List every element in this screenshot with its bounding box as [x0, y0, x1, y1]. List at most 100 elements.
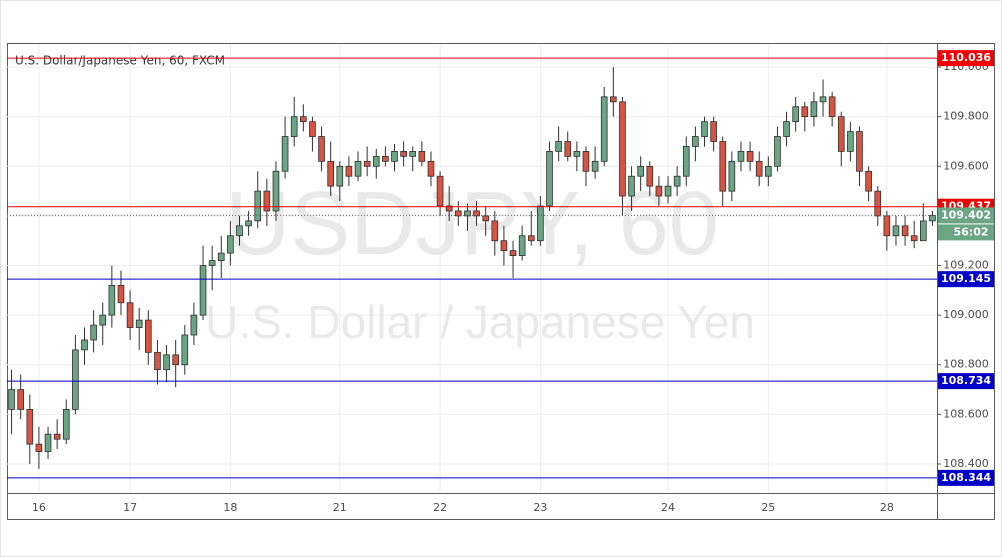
level-label: 109.145	[941, 272, 991, 285]
candle-body	[172, 354, 179, 366]
x-tick-label: 25	[761, 501, 775, 514]
current-price-label: 109.402	[941, 208, 991, 221]
candle-body	[619, 101, 626, 197]
candle-body	[901, 225, 909, 237]
candle-body	[400, 151, 407, 157]
candle-body	[53, 433, 61, 440]
level-label: 108.734	[941, 374, 991, 387]
level-label: 110.036	[941, 51, 991, 64]
candle-body	[628, 175, 635, 197]
candle-body	[181, 334, 189, 366]
candle-body	[892, 225, 900, 237]
candle-body	[345, 165, 353, 177]
candle-body	[372, 155, 380, 167]
candle-body	[920, 220, 927, 242]
candle-body	[17, 389, 24, 410]
level-label: 108.344	[941, 471, 991, 484]
candle-body	[117, 284, 125, 304]
candle-body	[865, 170, 872, 192]
candle-body	[810, 101, 818, 118]
y-tick-label: 109.000	[943, 308, 989, 321]
candle-body	[190, 314, 198, 336]
candle-body	[737, 151, 745, 162]
candle-body	[701, 121, 708, 137]
candle-body	[126, 302, 134, 328]
candle-body	[145, 319, 152, 353]
candle-body	[837, 116, 845, 152]
level-label-box	[938, 271, 994, 288]
candle-body	[227, 235, 234, 254]
candle-body	[792, 106, 799, 123]
candle-body	[391, 151, 398, 162]
candle-body	[600, 96, 608, 162]
candle-body	[436, 175, 444, 207]
x-tick-label: 28	[880, 501, 894, 514]
candle-body	[664, 185, 672, 197]
candle-body	[72, 349, 79, 410]
level-label-box	[938, 373, 994, 390]
candle-body	[847, 131, 854, 152]
candle-body	[35, 443, 43, 452]
candle-body	[26, 409, 34, 445]
candle-body	[473, 210, 480, 217]
y-tick-label: 109.600	[943, 159, 989, 172]
candle-body	[591, 160, 599, 172]
candle-body	[673, 175, 681, 187]
candle-body	[245, 220, 252, 227]
candle-body	[610, 96, 617, 103]
candle-body	[382, 155, 389, 162]
candle-body	[755, 160, 763, 177]
candle-body	[409, 151, 417, 157]
candle-body	[44, 433, 52, 452]
candle-body	[564, 141, 572, 157]
x-tick-label: 16	[32, 501, 46, 514]
countdown-box	[938, 224, 994, 241]
candle-body	[482, 215, 489, 222]
x-tick-label: 23	[533, 501, 547, 514]
candle-body	[655, 185, 663, 197]
candle-body	[327, 160, 334, 187]
level-label-box	[938, 469, 994, 486]
candle-body	[546, 151, 553, 207]
y-tick-label: 108.600	[943, 407, 989, 420]
candle-body	[309, 121, 316, 137]
watermark-name: U.S. Dollar / Japanese Yen	[205, 296, 755, 348]
candle-body	[582, 151, 590, 172]
candle-body	[491, 220, 499, 242]
candle-body	[217, 252, 225, 261]
candle-body	[464, 210, 471, 217]
candle-body	[8, 389, 15, 410]
grid	[7, 44, 937, 493]
candle-body	[199, 265, 207, 316]
candle-body	[290, 116, 298, 137]
candle-body	[746, 151, 754, 162]
countdown-label: 56:02	[953, 225, 988, 238]
candle-body	[236, 225, 243, 237]
candle-body	[509, 250, 517, 257]
candle-body	[856, 131, 863, 172]
candle-body	[445, 205, 453, 212]
candle-body	[336, 165, 344, 187]
candle-body	[418, 151, 426, 162]
candle-body	[801, 106, 809, 118]
candle-body	[719, 141, 727, 192]
candle-body	[108, 284, 116, 316]
candle-body	[828, 96, 836, 118]
candle-body	[555, 141, 562, 152]
plot	[8, 67, 936, 469]
y-tick-label: 108.800	[943, 358, 989, 371]
candle-body	[208, 260, 216, 266]
candle-body	[883, 215, 891, 237]
x-tick-label: 17	[123, 501, 137, 514]
candle-body	[363, 160, 371, 167]
x-tick-label: 22	[433, 501, 447, 514]
candle-body	[62, 409, 70, 440]
candle-body	[819, 96, 827, 103]
candle-body	[537, 205, 544, 242]
candle-body	[527, 235, 535, 242]
candle-body	[765, 165, 772, 177]
candle-body	[81, 339, 88, 351]
